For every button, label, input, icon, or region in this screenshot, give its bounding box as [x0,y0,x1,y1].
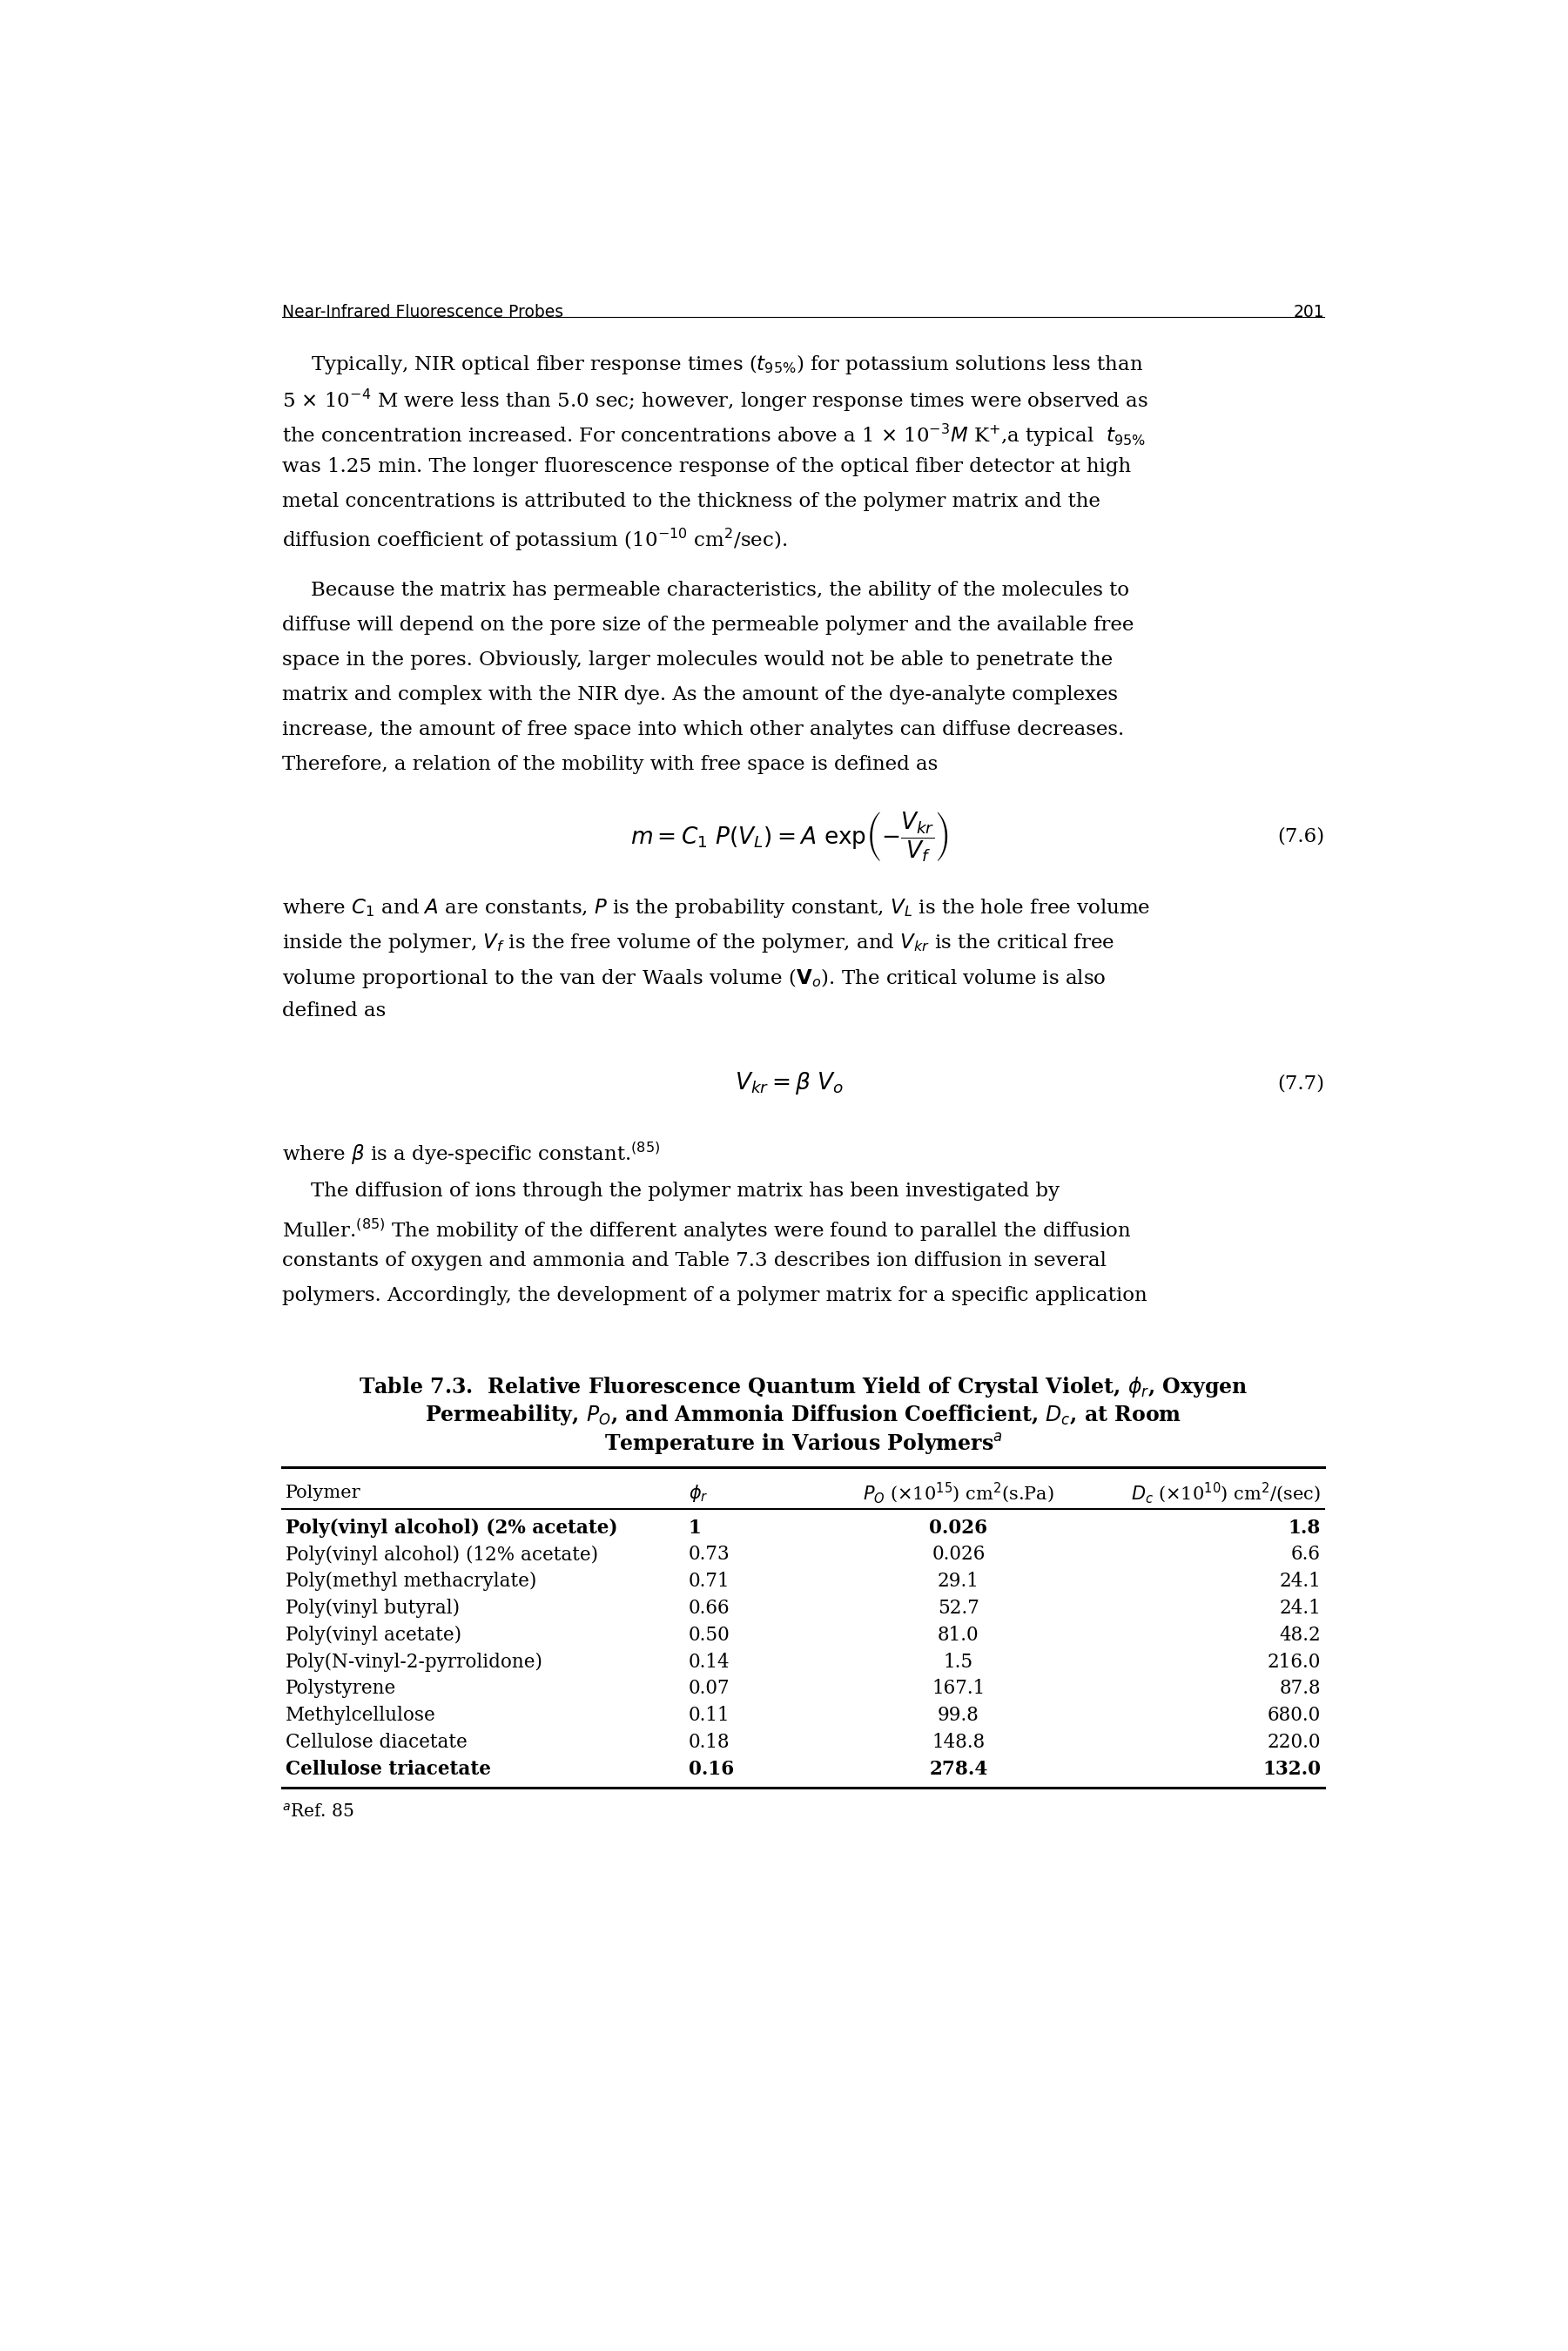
Text: 0.73: 0.73 [688,1545,731,1563]
Text: Poly(vinyl alcohol) (2% acetate): Poly(vinyl alcohol) (2% acetate) [285,1519,618,1538]
Text: 24.1: 24.1 [1279,1599,1320,1617]
Text: increase, the amount of free space into which other analytes can diffuse decreas: increase, the amount of free space into … [282,719,1124,738]
Text: Therefore, a relation of the mobility with free space is defined as: Therefore, a relation of the mobility wi… [282,755,938,773]
Text: 0.18: 0.18 [688,1733,731,1751]
Text: 87.8: 87.8 [1279,1679,1320,1697]
Text: 0.66: 0.66 [688,1599,731,1617]
Text: polymers. Accordingly, the development of a polymer matrix for a specific applic: polymers. Accordingly, the development o… [282,1286,1148,1305]
Text: $^a$Ref. 85: $^a$Ref. 85 [282,1803,354,1820]
Text: 680.0: 680.0 [1267,1707,1320,1726]
Text: 216.0: 216.0 [1267,1653,1320,1672]
Text: constants of oxygen and ammonia and Table 7.3 describes ion diffusion in several: constants of oxygen and ammonia and Tabl… [282,1251,1107,1272]
Text: Typically, NIR optical fiber response times ($t_{95\%}$) for potassium solutions: Typically, NIR optical fiber response ti… [310,353,1143,376]
Text: Polystyrene: Polystyrene [285,1679,397,1697]
Text: 148.8: 148.8 [931,1733,985,1751]
Text: 1.8: 1.8 [1289,1519,1320,1538]
Text: where $C_1$ and $A$ are constants, $P$ is the probability constant, $V_L$ is the: where $C_1$ and $A$ are constants, $P$ i… [282,898,1151,919]
Text: 1: 1 [688,1519,701,1538]
Text: Poly(vinyl butyral): Poly(vinyl butyral) [285,1599,459,1617]
Text: The diffusion of ions through the polymer matrix has been investigated by: The diffusion of ions through the polyme… [310,1183,1060,1201]
Text: $V_{kr} = \beta\ V_o$: $V_{kr} = \beta\ V_o$ [735,1070,844,1096]
Text: (7.6): (7.6) [1276,828,1323,846]
Text: Poly(vinyl acetate): Poly(vinyl acetate) [285,1625,461,1646]
Text: $P_O$ ($\times$10$^{15}$) cm$^{2}$(s.Pa): $P_O$ ($\times$10$^{15}$) cm$^{2}$(s.Pa) [862,1481,1054,1505]
Text: Permeability, $P_O$, and Ammonia Diffusion Coefficient, $D_c$, at Room: Permeability, $P_O$, and Ammonia Diffusi… [425,1404,1182,1427]
Text: 0.07: 0.07 [688,1679,731,1697]
Text: 132.0: 132.0 [1262,1759,1320,1780]
Text: Near-Infrared Fluorescence Probes: Near-Infrared Fluorescence Probes [282,303,563,320]
Text: Muller.$^{(85)}$ The mobility of the different analytes were found to parallel t: Muller.$^{(85)}$ The mobility of the dif… [282,1218,1132,1244]
Text: Table 7.3.  Relative Fluorescence Quantum Yield of Crystal Violet, $\phi_r$, Oxy: Table 7.3. Relative Fluorescence Quantum… [359,1375,1248,1399]
Text: Poly(N-vinyl-2-pyrrolidone): Poly(N-vinyl-2-pyrrolidone) [285,1653,544,1672]
Text: 0.71: 0.71 [688,1573,731,1592]
Text: (7.7): (7.7) [1278,1074,1323,1093]
Text: the concentration increased. For concentrations above a 1 $\times$ 10$^{-3}$$M$ : the concentration increased. For concent… [282,423,1146,449]
Text: Cellulose diacetate: Cellulose diacetate [285,1733,467,1751]
Text: 0.11: 0.11 [688,1707,731,1726]
Text: 0.14: 0.14 [688,1653,731,1672]
Text: 201: 201 [1294,303,1323,320]
Text: $\phi_r$: $\phi_r$ [688,1483,709,1502]
Text: Polymer: Polymer [285,1486,361,1502]
Text: 48.2: 48.2 [1279,1625,1320,1646]
Text: 29.1: 29.1 [938,1573,980,1592]
Text: Poly(vinyl alcohol) (12% acetate): Poly(vinyl alcohol) (12% acetate) [285,1545,599,1563]
Text: 52.7: 52.7 [938,1599,980,1617]
Text: 81.0: 81.0 [938,1625,978,1646]
Text: $m = C_1\ P(V_L) = A\ \exp\!\left(-\dfrac{V_{kr}}{V_f}\right)$: $m = C_1\ P(V_L) = A\ \exp\!\left(-\dfra… [630,809,949,863]
Text: defined as: defined as [282,1002,386,1020]
Text: 278.4: 278.4 [930,1759,988,1780]
Text: 0.16: 0.16 [688,1759,734,1780]
Text: 99.8: 99.8 [938,1707,980,1726]
Text: 1.5: 1.5 [944,1653,974,1672]
Text: where $\beta$ is a dye-specific constant.$^{(85)}$: where $\beta$ is a dye-specific constant… [282,1140,660,1166]
Text: 0.026: 0.026 [930,1519,988,1538]
Text: space in the pores. Obviously, larger molecules would not be able to penetrate t: space in the pores. Obviously, larger mo… [282,651,1113,670]
Text: was 1.25 min. The longer fluorescence response of the optical fiber detector at : was 1.25 min. The longer fluorescence re… [282,456,1132,477]
Text: 0.50: 0.50 [688,1625,731,1646]
Text: 167.1: 167.1 [931,1679,985,1697]
Text: 0.026: 0.026 [931,1545,985,1563]
Text: matrix and complex with the NIR dye. As the amount of the dye-analyte complexes: matrix and complex with the NIR dye. As … [282,684,1118,705]
Text: Methylcellulose: Methylcellulose [285,1707,436,1726]
Text: $D_c$ ($\times$10$^{10}$) cm$^{2}$/(sec): $D_c$ ($\times$10$^{10}$) cm$^{2}$/(sec) [1131,1481,1320,1505]
Text: inside the polymer, $V_f$ is the free volume of the polymer, and $V_{kr}$ is the: inside the polymer, $V_f$ is the free vo… [282,931,1115,955]
Text: Cellulose triacetate: Cellulose triacetate [285,1759,491,1780]
Text: Temperature in Various Polymers$^a$: Temperature in Various Polymers$^a$ [604,1432,1002,1458]
Text: 24.1: 24.1 [1279,1573,1320,1592]
Text: 220.0: 220.0 [1267,1733,1320,1751]
Text: 6.6: 6.6 [1290,1545,1320,1563]
Text: 5 $\times$ 10$^{-4}$ M were less than 5.0 sec; however, longer response times we: 5 $\times$ 10$^{-4}$ M were less than 5.… [282,388,1149,414]
Text: Poly(methyl methacrylate): Poly(methyl methacrylate) [285,1573,536,1592]
Text: metal concentrations is attributed to the thickness of the polymer matrix and th: metal concentrations is attributed to th… [282,491,1101,510]
Text: volume proportional to the van der Waals volume ($\mathbf{V}_o$). The critical v: volume proportional to the van der Waals… [282,966,1107,990]
Text: Because the matrix has permeable characteristics, the ability of the molecules t: Because the matrix has permeable charact… [310,581,1129,600]
Text: diffuse will depend on the pore size of the permeable polymer and the available : diffuse will depend on the pore size of … [282,616,1134,635]
Text: diffusion coefficient of potassium (10$^{-10}$ cm$^{2}$/sec).: diffusion coefficient of potassium (10$^… [282,527,787,552]
